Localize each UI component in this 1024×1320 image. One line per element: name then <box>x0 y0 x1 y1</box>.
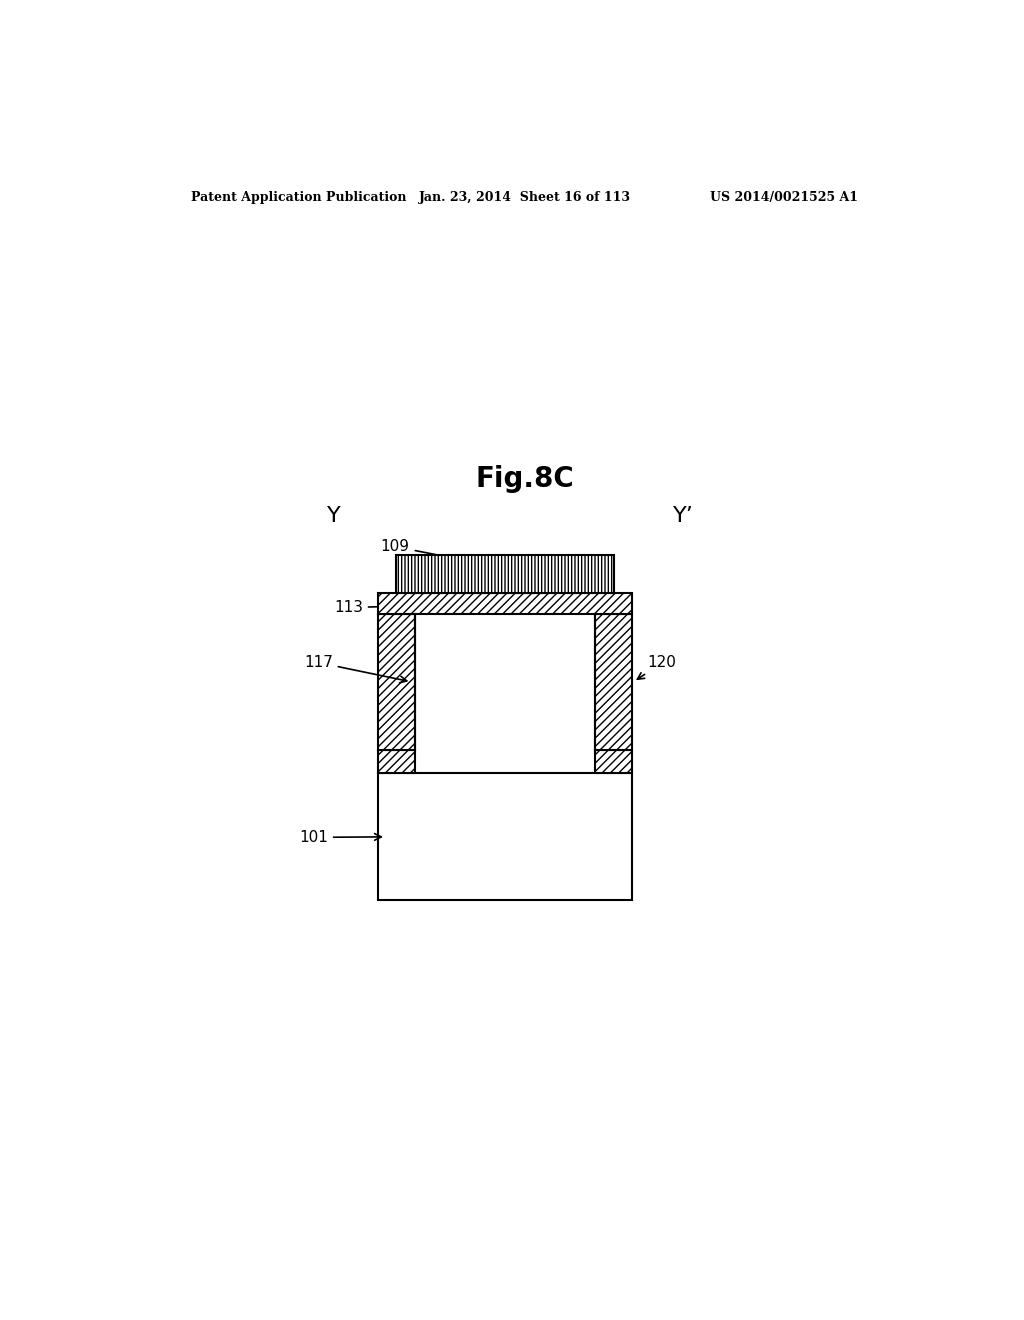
Bar <box>378 614 416 750</box>
Bar <box>378 750 416 774</box>
Text: US 2014/0021525 A1: US 2014/0021525 A1 <box>710 190 858 203</box>
Bar <box>396 554 613 594</box>
Bar <box>378 774 632 900</box>
Text: 113: 113 <box>334 601 475 615</box>
Text: 101: 101 <box>299 830 381 845</box>
Text: Y’: Y’ <box>673 506 694 527</box>
Text: Patent Application Publication: Patent Application Publication <box>191 190 407 203</box>
Bar <box>595 614 632 750</box>
Text: Y: Y <box>328 506 341 527</box>
Bar <box>595 750 632 774</box>
Text: Fig.8C: Fig.8C <box>475 465 574 492</box>
Text: 120: 120 <box>637 655 677 680</box>
Text: 109: 109 <box>381 539 511 572</box>
Bar <box>378 594 632 614</box>
Text: Jan. 23, 2014  Sheet 16 of 113: Jan. 23, 2014 Sheet 16 of 113 <box>419 190 631 203</box>
Text: 117: 117 <box>304 655 407 682</box>
